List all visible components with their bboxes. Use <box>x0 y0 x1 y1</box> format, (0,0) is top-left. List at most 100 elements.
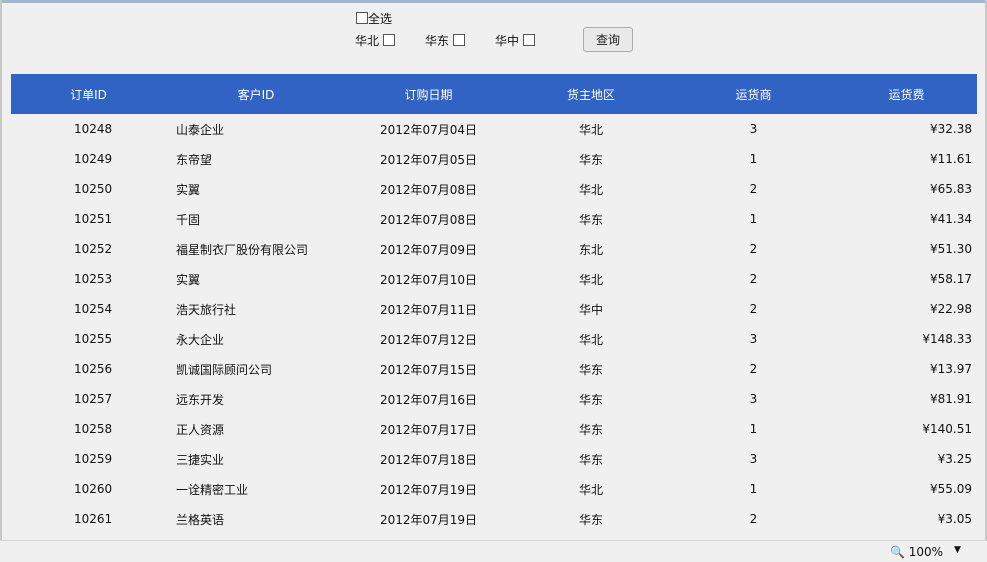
table-row[interactable]: 10256 凯诚国际顾问公司 2012年07月15日 华东 2 ¥13.97 <box>11 354 977 384</box>
table-cell: 山泰企业 <box>176 122 225 137</box>
window-top-border <box>0 0 987 3</box>
region-checkbox-huazhong[interactable]: 华中 <box>495 32 535 49</box>
table-cell: 1 <box>749 482 758 496</box>
table-cell: 远东开发 <box>176 392 225 407</box>
column-header[interactable]: 运货费 <box>836 74 977 114</box>
table-cell: 3 <box>749 392 758 406</box>
table-cell: ¥148.33 <box>922 332 972 346</box>
table-row[interactable]: 10258 正人资源 2012年07月17日 华东 1 ¥140.51 <box>11 414 977 444</box>
table-cell: 3 <box>749 332 758 346</box>
table-cell: 2012年07月09日 <box>379 242 478 257</box>
table-cell: ¥41.34 <box>930 212 972 226</box>
table-cell: 华东 <box>578 452 603 467</box>
region-checkbox-huadong[interactable]: 华东 <box>425 32 465 49</box>
checkbox-icon[interactable] <box>382 34 395 46</box>
table-cell: 10261 <box>74 512 113 526</box>
table-cell: 凯诚国际顾问公司 <box>176 362 273 377</box>
region-label: 华北 <box>355 34 380 48</box>
checkbox-icon[interactable] <box>522 34 535 46</box>
table-cell: 实翼 <box>176 182 201 197</box>
table-cell: 千固 <box>176 212 201 227</box>
table-row[interactable]: 10251 千固 2012年07月08日 华东 1 ¥41.34 <box>11 204 977 234</box>
table-cell: ¥3.05 <box>937 512 972 526</box>
table-cell: 1 <box>749 422 758 436</box>
table-cell: 2 <box>749 302 758 316</box>
table-cell: 10250 <box>74 182 113 196</box>
table-cell: 2 <box>749 182 758 196</box>
table-row[interactable]: 10259 三捷实业 2012年07月18日 华东 3 ¥3.25 <box>11 444 977 474</box>
select-all-checkbox[interactable]: 全选 <box>356 10 392 27</box>
table-cell: ¥32.38 <box>930 122 972 136</box>
table-row[interactable]: 10257 远东开发 2012年07月16日 华东 3 ¥81.91 <box>11 384 977 414</box>
table-cell: ¥11.61 <box>930 152 972 166</box>
table-row[interactable]: 10249 东帝望 2012年07月05日 华东 1 ¥11.61 <box>11 144 977 174</box>
table-cell: 2012年07月10日 <box>379 272 478 287</box>
table-cell: 2012年07月12日 <box>379 332 478 347</box>
table-cell: 2012年07月05日 <box>379 152 478 167</box>
zoom-control[interactable]: 🔍 100% <box>890 545 943 559</box>
table-cell: ¥3.25 <box>937 452 972 466</box>
column-header[interactable]: 订单ID <box>11 74 166 114</box>
table-row[interactable]: 10260 一诠精密工业 2012年07月19日 华北 1 ¥55.09 <box>11 474 977 504</box>
left-border <box>0 0 2 540</box>
table-cell: 华东 <box>578 512 603 527</box>
column-header[interactable]: 运货商 <box>671 74 836 114</box>
table-cell: 10248 <box>74 122 113 136</box>
table-cell: 华东 <box>578 212 603 227</box>
orders-table: 订单ID 客户ID 订购日期 货主地区 运货商 运货费 10248 山泰企业 201… <box>11 74 977 534</box>
checkbox-icon[interactable] <box>356 12 368 24</box>
table-cell: 1 <box>749 212 758 226</box>
table-cell: 10255 <box>74 332 113 346</box>
table-cell: 永大企业 <box>176 332 225 347</box>
table-cell: 1 <box>749 152 758 166</box>
table-cell: 10249 <box>74 152 113 166</box>
table-cell: 2012年07月08日 <box>379 212 478 227</box>
column-header[interactable]: 订购日期 <box>346 74 511 114</box>
column-header[interactable]: 客户ID <box>166 74 346 114</box>
table-cell: 10252 <box>74 242 113 256</box>
table-cell: 东北 <box>578 242 603 257</box>
table-cell: 10258 <box>74 422 113 436</box>
table-cell: 3 <box>749 452 758 466</box>
table-cell: 浩天旅行社 <box>176 302 237 317</box>
table-cell: 三捷实业 <box>176 452 225 467</box>
table-cell: 实翼 <box>176 272 201 287</box>
table-cell: ¥58.17 <box>930 272 972 286</box>
zoom-dropdown-icon[interactable]: ▼ <box>954 545 961 555</box>
table-cell: 10259 <box>74 452 113 466</box>
table-cell: 2 <box>749 362 758 376</box>
region-checkbox-huabei[interactable]: 华北 <box>355 32 395 49</box>
table-cell: 2012年07月08日 <box>379 182 478 197</box>
table-row[interactable]: 10253 实翼 2012年07月10日 华北 2 ¥58.17 <box>11 264 977 294</box>
table-row[interactable]: 10252 福星制衣厂股份有限公司 2012年07月09日 东北 2 ¥51.30 <box>11 234 977 264</box>
table-cell: 2012年07月18日 <box>379 452 478 467</box>
column-header[interactable]: 货主地区 <box>511 74 671 114</box>
right-border <box>985 0 987 540</box>
table-row[interactable]: 10248 山泰企业 2012年07月04日 华北 3 ¥32.38 <box>11 114 977 144</box>
table-row[interactable]: 10255 永大企业 2012年07月12日 华北 3 ¥148.33 <box>11 324 977 354</box>
table-cell: ¥140.51 <box>922 422 972 436</box>
table-cell: 3 <box>749 122 758 136</box>
region-label: 华中 <box>495 34 520 48</box>
table-cell: 2 <box>749 242 758 256</box>
table-row[interactable]: 10254 浩天旅行社 2012年07月11日 华中 2 ¥22.98 <box>11 294 977 324</box>
table-cell: 10257 <box>74 392 113 406</box>
checkbox-icon[interactable] <box>452 34 465 46</box>
query-button[interactable]: 查询 <box>583 27 633 52</box>
table-cell: 2012年07月19日 <box>379 512 478 527</box>
select-all-label: 全选 <box>368 12 393 26</box>
table-cell: 福星制衣厂股份有限公司 <box>176 242 309 257</box>
table-cell: 华中 <box>578 302 603 317</box>
zoom-icon: 🔍 <box>890 545 905 559</box>
table-cell: 2012年07月17日 <box>379 422 478 437</box>
table-cell: 2012年07月16日 <box>379 392 478 407</box>
table-cell: 华东 <box>578 392 603 407</box>
table-cell: 华北 <box>578 122 603 137</box>
table-row[interactable]: 10261 兰格英语 2012年07月19日 华东 2 ¥3.05 <box>11 504 977 534</box>
table-header-row: 订单ID 客户ID 订购日期 货主地区 运货商 运货费 <box>11 74 977 114</box>
status-bar: 🔍 100% ▼ <box>0 540 987 562</box>
table-row[interactable]: 10250 实翼 2012年07月08日 华北 2 ¥65.83 <box>11 174 977 204</box>
table-cell: 华东 <box>578 422 603 437</box>
table-cell: 东帝望 <box>176 152 213 167</box>
table-cell: 2012年07月19日 <box>379 482 478 497</box>
